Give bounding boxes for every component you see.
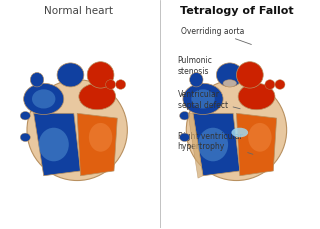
Ellipse shape bbox=[24, 84, 64, 115]
Ellipse shape bbox=[57, 64, 84, 87]
Ellipse shape bbox=[87, 63, 114, 89]
Ellipse shape bbox=[216, 64, 243, 87]
Text: Normal heart: Normal heart bbox=[44, 6, 113, 16]
Ellipse shape bbox=[20, 134, 30, 142]
Ellipse shape bbox=[223, 80, 236, 87]
Ellipse shape bbox=[116, 80, 126, 90]
Ellipse shape bbox=[32, 90, 55, 109]
Ellipse shape bbox=[236, 63, 263, 89]
Text: Tetralogy of Fallot: Tetralogy of Fallot bbox=[180, 6, 293, 16]
Ellipse shape bbox=[190, 73, 203, 87]
Ellipse shape bbox=[231, 128, 248, 138]
Ellipse shape bbox=[248, 123, 272, 152]
Ellipse shape bbox=[79, 84, 116, 110]
Polygon shape bbox=[34, 114, 81, 176]
Ellipse shape bbox=[27, 80, 127, 181]
Polygon shape bbox=[236, 114, 276, 176]
Ellipse shape bbox=[183, 84, 223, 115]
Text: Pulmonic
stenosis: Pulmonic stenosis bbox=[178, 56, 236, 78]
Ellipse shape bbox=[180, 112, 190, 120]
Polygon shape bbox=[77, 114, 117, 176]
Text: Overriding aorta: Overriding aorta bbox=[181, 27, 252, 45]
Ellipse shape bbox=[20, 112, 30, 120]
Ellipse shape bbox=[191, 90, 215, 109]
Ellipse shape bbox=[30, 73, 44, 87]
Ellipse shape bbox=[198, 128, 228, 162]
Text: Right ventricular
hypertrophy: Right ventricular hypertrophy bbox=[178, 131, 253, 155]
Ellipse shape bbox=[39, 128, 69, 162]
Text: Ventricular
septal defect: Ventricular septal defect bbox=[178, 90, 240, 109]
Polygon shape bbox=[193, 114, 240, 176]
Polygon shape bbox=[188, 114, 203, 178]
Ellipse shape bbox=[275, 80, 285, 90]
Ellipse shape bbox=[106, 80, 116, 90]
Ellipse shape bbox=[89, 123, 112, 152]
Ellipse shape bbox=[265, 80, 275, 90]
Ellipse shape bbox=[238, 84, 275, 110]
Ellipse shape bbox=[180, 134, 190, 142]
Ellipse shape bbox=[186, 80, 287, 181]
